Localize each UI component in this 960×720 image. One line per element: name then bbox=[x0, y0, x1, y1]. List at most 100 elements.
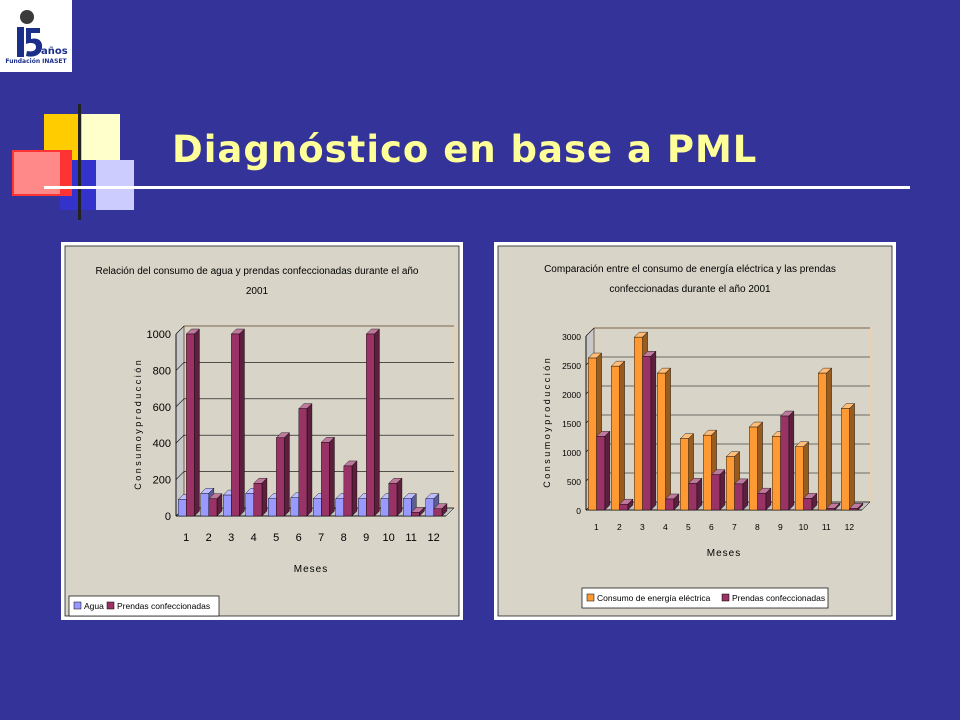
plot-back-wall bbox=[183, 325, 455, 509]
gridline bbox=[175, 398, 454, 408]
legend-box bbox=[68, 595, 220, 617]
bar bbox=[253, 477, 268, 517]
bar bbox=[298, 403, 313, 517]
x-tick-label: 8 bbox=[755, 522, 760, 532]
x-tick-label: 7 bbox=[732, 522, 737, 532]
legend-swatch bbox=[721, 593, 730, 602]
logo-graphic bbox=[17, 10, 43, 57]
y-tick-label: 400 bbox=[153, 438, 171, 450]
legend: Consumo de energía eléctrica Prendas conf… bbox=[581, 587, 829, 609]
bar bbox=[642, 350, 657, 511]
chart-title-line: 2001 bbox=[246, 286, 269, 297]
logo-caption: Fundación INASET bbox=[5, 58, 67, 65]
bar bbox=[826, 502, 841, 511]
x-axis-label: Meses bbox=[707, 548, 741, 559]
gridline bbox=[585, 327, 870, 337]
bar bbox=[433, 503, 448, 517]
bar bbox=[619, 498, 634, 511]
gridline bbox=[175, 362, 454, 371]
x-tick-label: 3 bbox=[228, 532, 234, 544]
y-tick-label: 600 bbox=[153, 402, 171, 414]
bar bbox=[780, 410, 795, 511]
x-tick-label: 7 bbox=[318, 532, 324, 544]
chart-energy: Comparación entre el consumo de energía … bbox=[497, 245, 893, 617]
deco-light-square bbox=[82, 114, 120, 164]
x-axis-label: Meses bbox=[294, 564, 328, 575]
y-tick-label: 3000 bbox=[562, 332, 581, 342]
x-tick-label: 9 bbox=[778, 522, 783, 532]
bar bbox=[849, 502, 864, 511]
bar bbox=[388, 477, 403, 517]
y-tick-label: 200 bbox=[153, 475, 171, 487]
y-tick-label: 1000 bbox=[147, 329, 171, 341]
legend: Agua Prendas confeccionadas bbox=[68, 595, 220, 617]
y-tick-label: 2500 bbox=[562, 361, 581, 371]
chart-energy-panel: Comparación entre el consumo de energía … bbox=[494, 242, 896, 620]
x-tick-label: 3 bbox=[640, 522, 645, 532]
bar bbox=[665, 493, 680, 511]
bar bbox=[230, 328, 245, 517]
legend-entry: Consumo de energía eléctrica bbox=[597, 593, 711, 603]
y-tick-label: 1000 bbox=[562, 448, 581, 458]
bar bbox=[610, 360, 626, 511]
bar bbox=[410, 506, 425, 517]
bar bbox=[711, 469, 726, 511]
x-tick-label: 12 bbox=[428, 532, 440, 544]
x-tick-label: 1 bbox=[183, 532, 189, 544]
x-tick-label: 5 bbox=[273, 532, 279, 544]
chart-title-line: Comparación entre el consumo de energía … bbox=[544, 264, 836, 275]
x-tick-label: 1 bbox=[594, 522, 599, 532]
inaset-logo: años Fundación INASET bbox=[0, 0, 72, 72]
legend-swatch bbox=[73, 601, 82, 610]
legend-box bbox=[581, 587, 829, 609]
slide-title: Diagnóstico en base a PML bbox=[172, 128, 758, 171]
y-axis-label: C o n s u m o y p r o d u c c i ó n bbox=[542, 358, 552, 488]
legend-swatch bbox=[106, 601, 115, 610]
bar bbox=[185, 328, 200, 517]
x-tick-label: 9 bbox=[363, 532, 369, 544]
x-tick-label: 5 bbox=[686, 522, 691, 532]
x-tick-label: 8 bbox=[341, 532, 347, 544]
plot-left-wall bbox=[175, 325, 185, 517]
x-tick-label: 4 bbox=[251, 532, 257, 544]
y-tick-label: 2000 bbox=[562, 390, 581, 400]
x-tick-label: 10 bbox=[383, 532, 395, 544]
x-tick-label: 4 bbox=[663, 522, 668, 532]
bar bbox=[757, 487, 772, 511]
x-tick-label: 2 bbox=[206, 532, 212, 544]
deco-vertical-line bbox=[78, 104, 81, 220]
x-tick-label: 12 bbox=[845, 522, 855, 532]
x-tick-label: 6 bbox=[296, 532, 302, 544]
y-tick-label: 0 bbox=[165, 511, 171, 523]
legend-entry: Prendas confeccionadas bbox=[117, 601, 210, 611]
bar bbox=[734, 478, 749, 511]
bar bbox=[596, 430, 611, 511]
chart-title-line: confeccionadas durante el año 2001 bbox=[609, 284, 771, 295]
gridline bbox=[175, 434, 454, 444]
bar bbox=[320, 436, 335, 517]
y-tick-label: 800 bbox=[153, 365, 171, 377]
x-tick-label: 11 bbox=[405, 532, 416, 544]
chart-water: Relación del consumo de agua y prendas c… bbox=[64, 245, 460, 617]
bar bbox=[208, 493, 223, 517]
legend-entry: Prendas confeccionadas bbox=[732, 593, 825, 603]
x-tick-label: 11 bbox=[822, 522, 831, 532]
y-tick-label: 1500 bbox=[562, 419, 581, 429]
x-tick-label: 10 bbox=[799, 522, 809, 532]
chart-title-line: Relación del consumo de agua y prendas c… bbox=[96, 266, 419, 277]
gridline bbox=[175, 325, 454, 335]
x-tick-label: 2 bbox=[617, 522, 622, 532]
bar bbox=[840, 403, 856, 511]
legend-swatch bbox=[586, 593, 595, 602]
y-tick-label: 500 bbox=[567, 477, 581, 487]
bar bbox=[365, 328, 380, 517]
bar bbox=[803, 492, 818, 511]
title-rule bbox=[44, 186, 910, 189]
bar bbox=[343, 460, 358, 517]
y-tick-label: 0 bbox=[576, 506, 581, 516]
deco-lavender-square bbox=[96, 160, 134, 210]
bar bbox=[688, 477, 703, 511]
chart-water-panel: Relación del consumo de agua y prendas c… bbox=[61, 242, 463, 620]
bar bbox=[275, 432, 290, 517]
gridline bbox=[175, 471, 454, 480]
